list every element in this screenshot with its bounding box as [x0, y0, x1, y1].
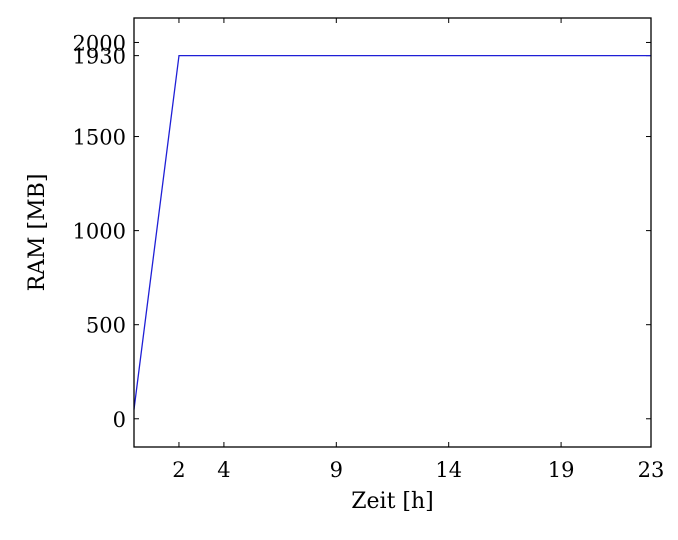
x-axis-label: Zeit [h]	[351, 489, 434, 514]
x-tick-label: 14	[435, 458, 462, 482]
x-tick-label: 2	[172, 458, 185, 482]
x-tick-label: 19	[548, 458, 575, 482]
y-tick-label: 1000	[73, 220, 126, 244]
series-layer	[133, 54, 651, 410]
x-tick-label: 4	[217, 458, 230, 482]
ram-series-line	[133, 54, 651, 410]
x-tick-label: 9	[330, 458, 343, 482]
y-tick-label: 1500	[73, 126, 126, 150]
y-axis-label: RAM [MB]	[25, 174, 50, 292]
y-tick-label: 1930	[73, 45, 126, 69]
x-tick-label: 23	[638, 458, 665, 482]
x-axis-ticks: 2 4 9 14 19 23	[172, 18, 664, 482]
y-tick-label: 0	[113, 408, 126, 432]
plot-area-frame	[133, 17, 652, 448]
y-tick-label: 500	[86, 314, 126, 338]
y-tick-label: 2000	[73, 31, 126, 55]
